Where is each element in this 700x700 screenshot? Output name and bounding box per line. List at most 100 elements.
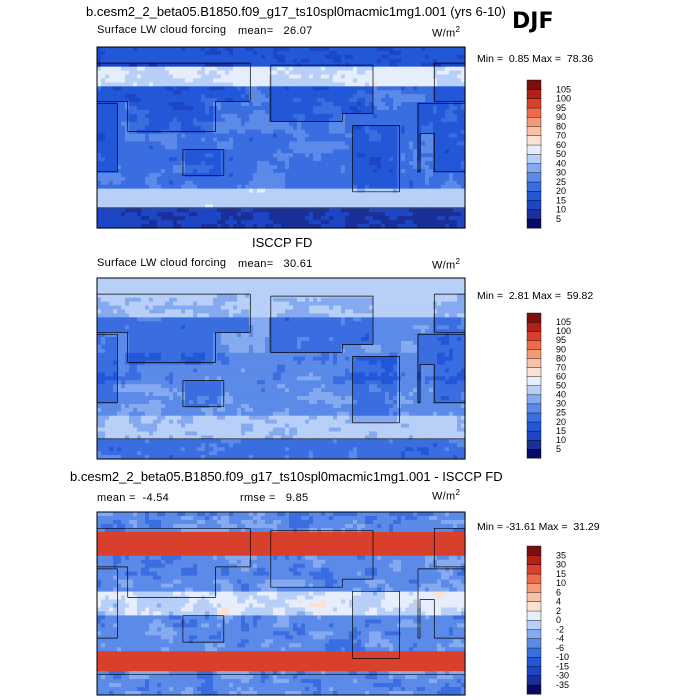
map-cell [101, 285, 106, 291]
map-cell [281, 149, 286, 154]
map-cell [397, 289, 402, 295]
map-cell [381, 94, 386, 99]
map-cell [113, 168, 118, 174]
map-cell [273, 58, 278, 64]
map-cell [97, 168, 102, 174]
map-cell [121, 98, 126, 103]
map-cell [361, 161, 366, 166]
map-cell [189, 102, 194, 107]
panel1-mean-label: mean= [238, 25, 274, 37]
map-cell [261, 224, 266, 229]
map-cell [257, 121, 262, 127]
map-cell [261, 289, 266, 295]
map-cell [149, 102, 154, 107]
map-cell [293, 289, 298, 295]
map-cell [289, 200, 294, 205]
map-cell [373, 281, 378, 287]
map-cell [309, 78, 314, 84]
map-cell [437, 58, 442, 64]
map-cell [189, 74, 194, 80]
map-cell [137, 305, 142, 311]
map-cell [153, 281, 158, 287]
map-cell [445, 157, 450, 162]
map-cell [397, 74, 402, 80]
map-cell [133, 141, 138, 146]
map-cell [297, 70, 302, 76]
map-cell [449, 50, 454, 56]
map-cell [137, 188, 142, 194]
map-cell [437, 200, 442, 205]
map-cell [253, 188, 258, 194]
map-cell [405, 289, 410, 295]
map-cell [181, 78, 186, 84]
map-cell [373, 62, 378, 68]
map-cell [169, 188, 174, 194]
map-cell [181, 161, 186, 166]
map-cell [241, 281, 246, 287]
map-cell [437, 161, 442, 166]
map-cell [341, 192, 346, 198]
map-cell [421, 161, 426, 166]
map-cell [113, 47, 118, 52]
map-cell [341, 94, 346, 99]
map-cell [361, 54, 366, 60]
map-cell [173, 285, 178, 291]
map-cell [441, 149, 446, 154]
map-cell [277, 98, 282, 103]
map-cell [377, 289, 382, 295]
map-cell [257, 117, 262, 123]
map-cell [433, 58, 438, 64]
map-cell [373, 216, 378, 221]
map-cell [397, 117, 402, 123]
map-cell [157, 196, 162, 202]
map-cell [433, 188, 438, 194]
map-cell [109, 192, 114, 198]
panel1-mean-value: 26.07 [283, 25, 313, 37]
map-cell [225, 176, 230, 182]
map-cell [201, 192, 206, 198]
map-cell [125, 297, 130, 303]
map-cell [149, 98, 154, 103]
map-cell [461, 58, 466, 64]
colorbar-swatch [526, 163, 542, 174]
map-cell [245, 212, 250, 217]
map-cell [117, 285, 122, 291]
map-cell [341, 98, 346, 103]
map-cell [149, 224, 154, 229]
map-cell [229, 196, 234, 202]
map-cell [141, 305, 146, 311]
map-cell [421, 121, 426, 127]
map-cell [285, 74, 290, 80]
map-cell [357, 102, 362, 107]
map-cell [337, 184, 342, 190]
map-cell [277, 192, 282, 198]
map-cell [169, 129, 174, 135]
map-cell [197, 188, 202, 194]
map-cell [221, 113, 226, 119]
colorbar-tick-label: 80 [556, 121, 566, 131]
map-cell [109, 137, 114, 143]
map-cell [409, 133, 414, 139]
map-cell [337, 289, 342, 295]
map-cell [461, 165, 466, 170]
map-cell [253, 172, 258, 178]
map-cell [225, 305, 230, 311]
map-cell [445, 133, 450, 139]
map-cell [433, 70, 438, 76]
map-cell [349, 133, 354, 139]
map-cell [305, 305, 310, 311]
map-cell [125, 176, 130, 182]
map-cell [109, 176, 114, 182]
map-cell [261, 78, 266, 84]
map-cell [189, 305, 194, 311]
map-cell [301, 176, 306, 182]
map-cell [141, 220, 146, 225]
map-cell [237, 204, 242, 209]
map-cell [357, 54, 362, 60]
map-cell [125, 70, 130, 76]
map-cell [265, 208, 270, 213]
map-cell [445, 70, 450, 76]
map-cell [381, 224, 386, 229]
map-cell [101, 208, 106, 213]
map-cell [101, 165, 106, 170]
